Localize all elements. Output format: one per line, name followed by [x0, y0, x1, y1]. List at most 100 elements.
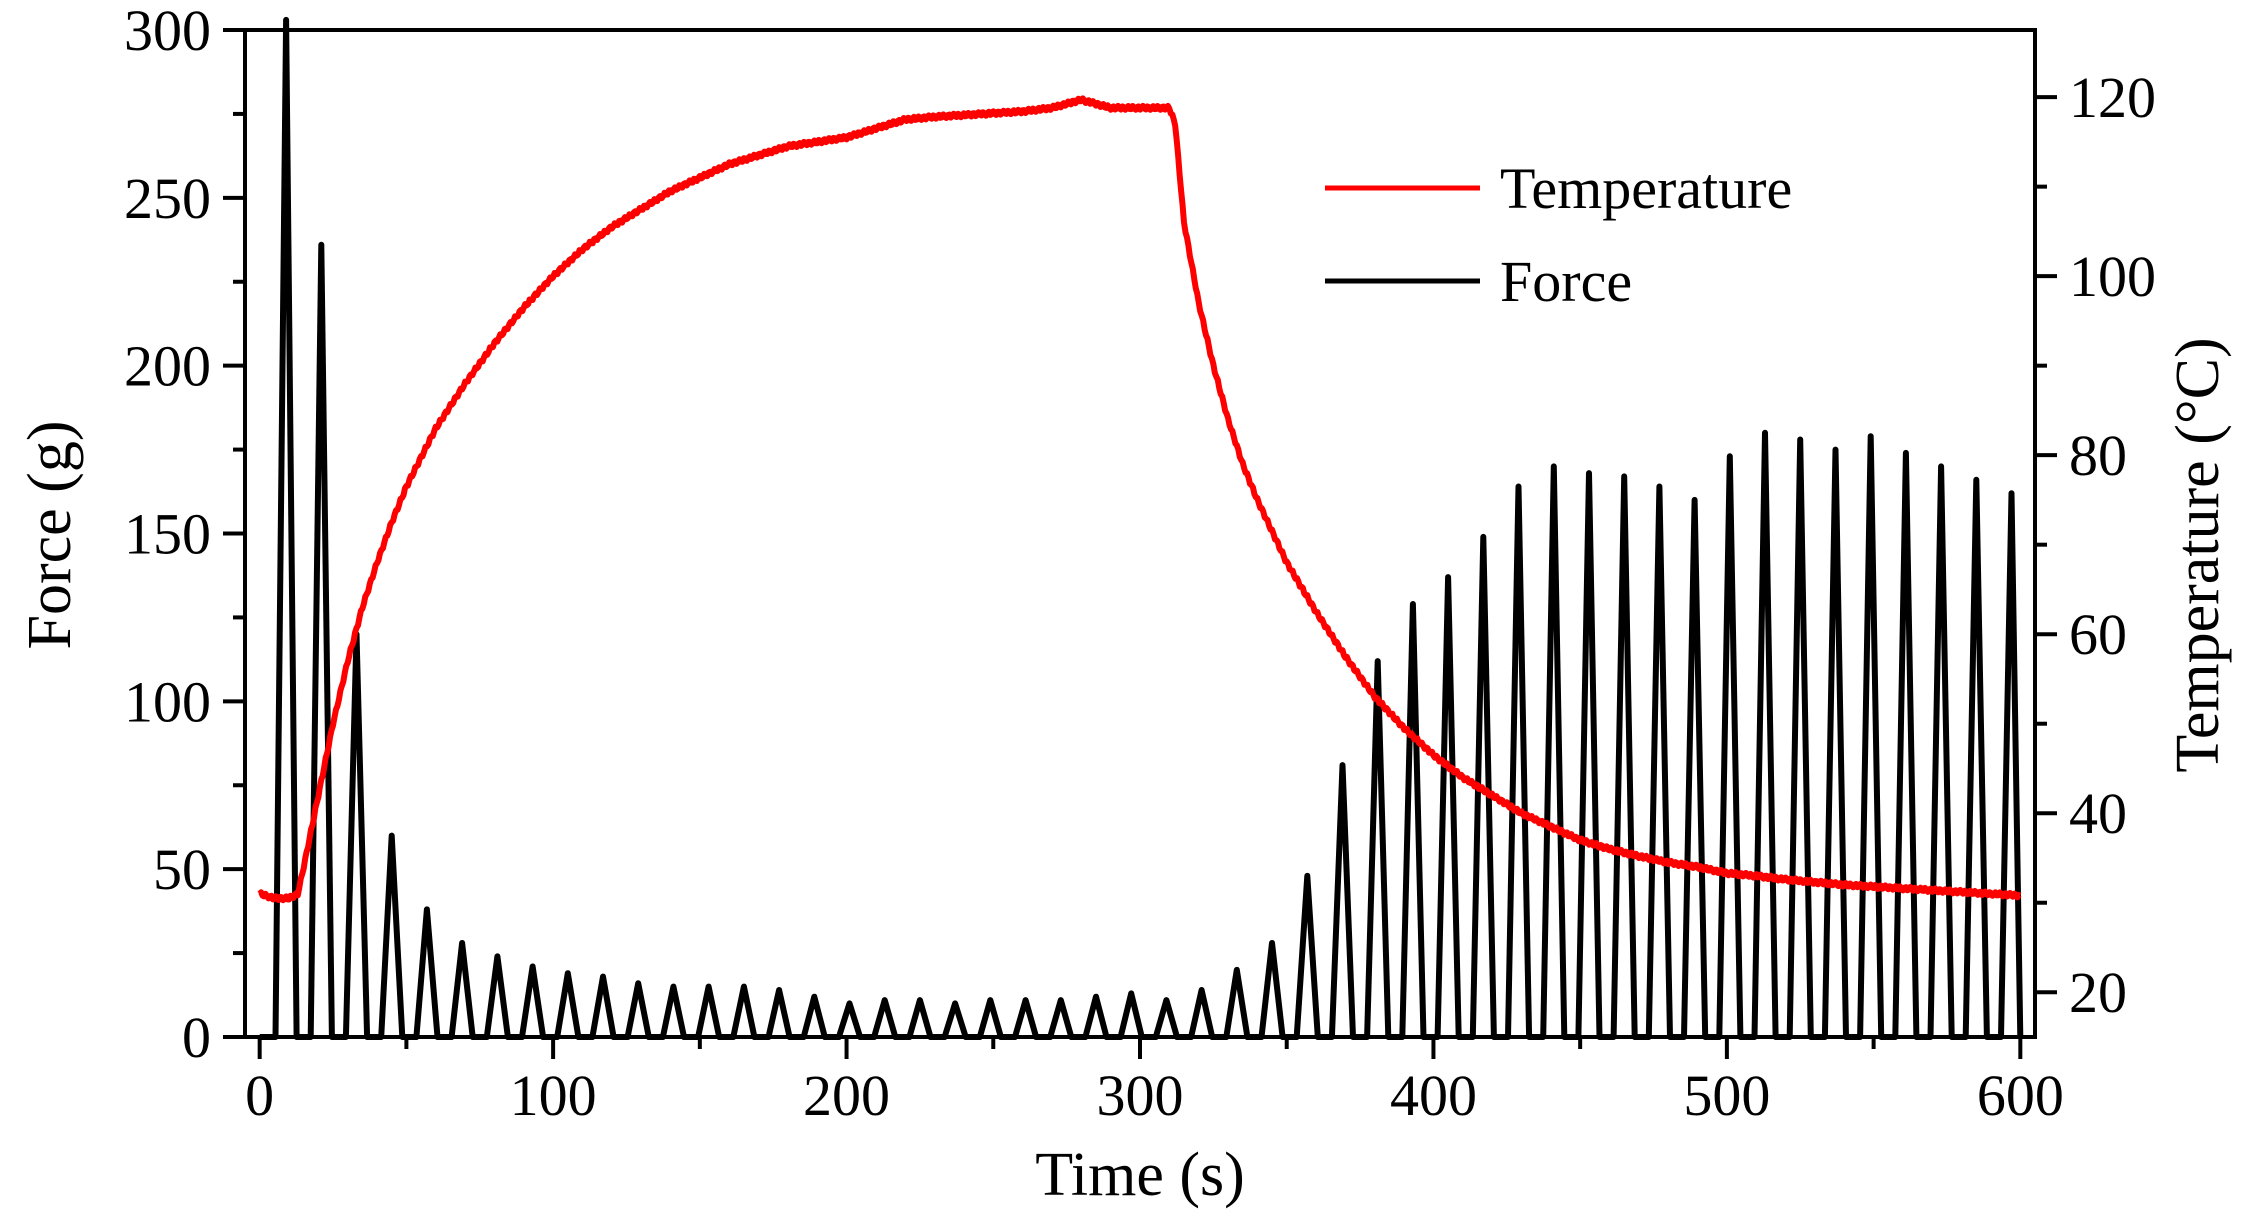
y-left-tick-label: 150	[124, 502, 211, 567]
force-peak-point	[1974, 478, 1978, 482]
temperature-point	[1402, 726, 1406, 730]
temperature-point	[1842, 883, 1846, 887]
temperature-point	[727, 162, 731, 166]
temperature-point	[669, 189, 673, 193]
y-left-tick-label: 200	[124, 334, 211, 399]
temperature-point	[296, 892, 300, 896]
legend: Temperature Force	[1325, 156, 1792, 314]
temperature-point	[302, 865, 306, 869]
force-peak-point	[1622, 474, 1626, 478]
force-peak-point	[953, 1001, 957, 1005]
force-peak-point	[1129, 991, 1133, 995]
temperature-point	[1901, 886, 1905, 890]
force-peak-point	[1024, 998, 1028, 1002]
force-peak-point	[848, 1001, 852, 1005]
temperature-point	[1872, 885, 1876, 889]
y-right-tick-label: 40	[2069, 781, 2127, 846]
force-peak-point	[777, 988, 781, 992]
temperature-point	[1314, 610, 1318, 614]
temperature-point	[2018, 894, 2022, 898]
force-peak-point	[1376, 659, 1380, 663]
temperature-point	[1167, 106, 1171, 110]
force-peak-point	[1270, 941, 1274, 945]
temperature-point	[1138, 106, 1142, 110]
temperature-point	[1079, 98, 1083, 102]
temperature-point	[1211, 364, 1215, 368]
force-peak-point	[1904, 451, 1908, 455]
temperature-point	[331, 722, 335, 726]
y-left-tick-label: 0	[182, 1005, 211, 1070]
temperature-point	[360, 605, 364, 609]
temperature-point	[551, 274, 555, 278]
temperature-point	[1226, 417, 1230, 421]
y-right-tick-label: 60	[2069, 602, 2127, 667]
temperature-point	[1241, 462, 1245, 466]
temperature-point	[492, 341, 496, 345]
temperature-point	[610, 225, 614, 229]
temperature-point	[1490, 793, 1494, 797]
force-peak-point	[1657, 485, 1661, 489]
temperature-point	[1021, 110, 1025, 114]
temperature-point	[522, 306, 526, 310]
temperature-point	[874, 127, 878, 131]
y-axis-title-right: Temperature (°C)	[2164, 337, 2232, 772]
y-right-tick-label: 120	[2069, 65, 2156, 130]
temperature-point	[1754, 874, 1758, 878]
force-peak-point	[495, 954, 499, 958]
y-axis-title-left: Force (g)	[16, 421, 84, 650]
force-peak-point	[1834, 448, 1838, 452]
y-left-tick-label: 50	[153, 837, 211, 902]
temperature-point	[581, 247, 585, 251]
temperature-point	[962, 113, 966, 117]
force-peak-point	[566, 971, 570, 975]
temperature-point	[463, 382, 467, 386]
temperature-point	[1182, 220, 1186, 224]
temperature-point	[991, 111, 995, 115]
temperature-point	[1696, 865, 1700, 869]
y-left-tick-label: 300	[124, 0, 211, 63]
force-peak-point	[636, 981, 640, 985]
force-peak-point	[1552, 464, 1556, 468]
y-right-tick-label: 100	[2069, 244, 2156, 309]
force-peak-point	[319, 243, 323, 247]
temperature-point	[272, 896, 276, 900]
temperature-point	[786, 144, 790, 148]
force-peak-point	[742, 985, 746, 989]
force-peak-point	[1059, 998, 1063, 1002]
temperature-point	[1343, 655, 1347, 659]
x-tick-label: 200	[803, 1063, 890, 1128]
temperature-point	[404, 485, 408, 489]
temperature-point	[1549, 825, 1553, 829]
temperature-point	[1989, 892, 1993, 896]
temperature-point	[1784, 878, 1788, 882]
temperature-point	[1173, 122, 1177, 126]
temperature-point	[815, 140, 819, 144]
legend-label-force: Force	[1500, 249, 1632, 314]
force-peak-point	[390, 834, 394, 838]
temperature-point	[287, 896, 291, 900]
force-peak-point	[531, 965, 535, 969]
temperature-point	[1666, 861, 1670, 865]
temperature-point	[1109, 106, 1113, 110]
x-axis-title: Time (s)	[1035, 1141, 1245, 1209]
y-right-tick-label: 80	[2069, 423, 2127, 488]
force-peak-point	[1235, 968, 1239, 972]
x-tick-label: 300	[1097, 1063, 1184, 1128]
force-peak-point	[812, 995, 816, 999]
temperature-point	[1285, 561, 1289, 565]
temperature-point	[903, 118, 907, 122]
temperature-point	[1050, 106, 1054, 110]
temperature-point	[434, 426, 438, 430]
force-peak-point	[883, 998, 887, 1002]
temperature-point	[933, 115, 937, 119]
force-peak-point	[1164, 998, 1168, 1002]
force-peak-point	[2010, 491, 2014, 495]
force-peak-point	[671, 985, 675, 989]
axes: 0 100 200 300 400 500 600 0 50 100 150 200 250 300 20 4…	[124, 0, 2156, 1128]
force-peak-point	[1200, 988, 1204, 992]
x-tick-label: 400	[1390, 1063, 1477, 1128]
temperature-point	[1520, 811, 1524, 815]
temperature-point	[1725, 871, 1729, 875]
force-peak-point	[1305, 874, 1309, 878]
x-tick-label: 0	[245, 1063, 274, 1128]
